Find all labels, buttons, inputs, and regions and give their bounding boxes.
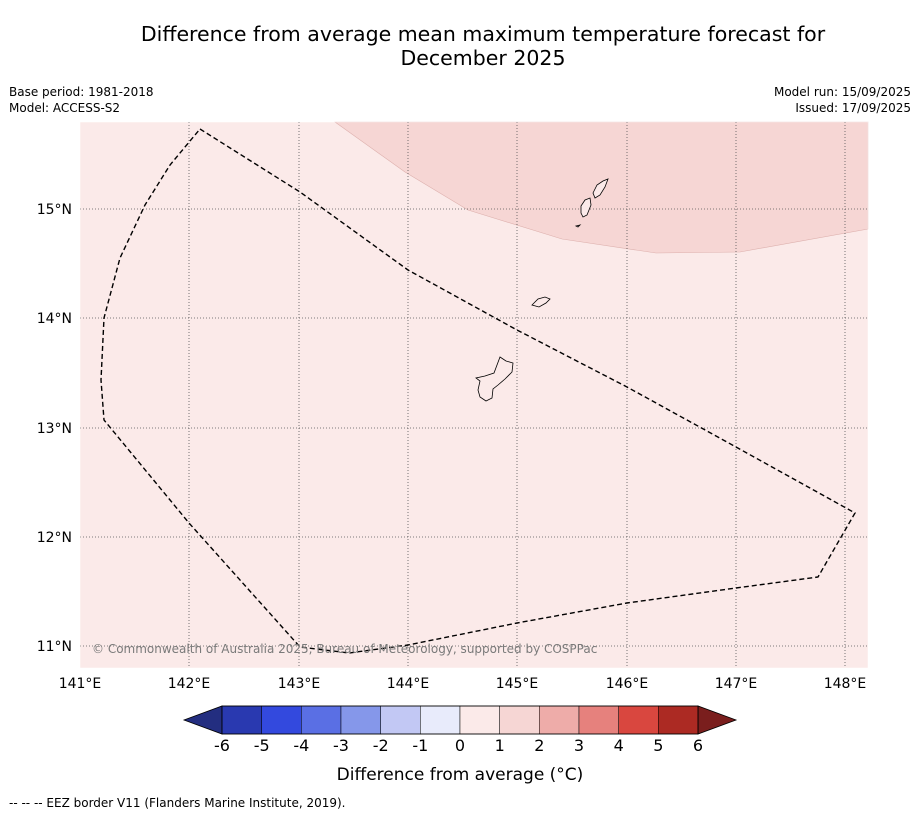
colorbar-bin: [261, 705, 302, 735]
colorbar-bin: [658, 705, 699, 735]
colorbar-bin: [221, 705, 262, 735]
lon-tick: 147°E: [715, 676, 758, 692]
lon-tick: 146°E: [606, 676, 649, 692]
model-text: Model: ACCESS-S2: [9, 101, 121, 115]
aguijan-island: [574, 224, 582, 228]
eez-footnote: -- -- -- EEZ border V11 (Flanders Marine…: [9, 796, 346, 810]
issued-text: Issued: 17/09/2025: [795, 101, 911, 115]
map-panel: © Commonwealth of Australia 2025, Bureau…: [79, 121, 869, 669]
latitude-ticks: 15°N 14°N 13°N 12°N 11°N: [37, 202, 72, 655]
lon-tick: 144°E: [387, 676, 430, 692]
island-outlines: [475, 178, 609, 402]
colorbar-bin: [340, 705, 381, 735]
colorbar-tick: -6: [214, 736, 230, 755]
colorbar-frame: [221, 705, 699, 735]
map-frame: [79, 121, 869, 669]
lon-tick: 148°E: [824, 676, 867, 692]
metadata-right: Model run: 15/09/2025 Issued: 17/09/2025: [774, 84, 911, 116]
colorbar-tick: 4: [614, 736, 624, 755]
colorbar-tick: 5: [653, 736, 663, 755]
lat-tick: 13°N: [37, 421, 72, 437]
lon-tick: 143°E: [278, 676, 321, 692]
colorbar-under-extension: [182, 705, 223, 735]
lat-tick: 15°N: [37, 202, 72, 218]
colorbar-ticks: -6 -5 -4 -3 -2 -1 0 1 2 3 4 5 6: [214, 736, 703, 755]
colorbar-bins: [221, 705, 699, 735]
colorbar-over-extension: [697, 705, 738, 735]
copyright-text: © Commonwealth of Australia 2025, Bureau…: [92, 642, 597, 656]
colorbar-bin: [301, 705, 342, 735]
rota-island: [531, 296, 551, 308]
lat-tick: 12°N: [37, 530, 72, 546]
gridlines: [80, 122, 868, 668]
map-title-line1: Difference from average mean maximum tem…: [140, 22, 826, 46]
map-title-line2: December 2025: [400, 46, 566, 70]
lon-tick: 142°E: [168, 676, 211, 692]
colorbar-tick: 3: [574, 736, 584, 755]
lat-tick: 11°N: [37, 639, 72, 655]
metadata-left: Base period: 1981-2018 Model: ACCESS-S2: [9, 84, 154, 116]
saipan-island: [592, 178, 609, 199]
colorbar-tick: 2: [534, 736, 544, 755]
colorbar-tick: 6: [693, 736, 703, 755]
lon-tick: 141°E: [59, 676, 102, 692]
colorbar-label: Difference from average (°C): [337, 765, 584, 785]
colorbar-tick: -4: [293, 736, 309, 755]
base-period-text: Base period: 1981-2018: [9, 85, 154, 99]
colorbar-tick: -3: [333, 736, 349, 755]
colorbar: -6 -5 -4 -3 -2 -1 0 1 2 3 4 5 6 Differen…: [182, 705, 738, 785]
colorbar-bin: [499, 705, 540, 735]
longitude-ticks: 141°E 142°E 143°E 144°E 145°E 146°E 147°…: [59, 676, 867, 692]
lon-tick: 145°E: [496, 676, 539, 692]
eez-border-line: [100, 128, 856, 654]
guam-island: [475, 356, 514, 402]
colorbar-tick: 0: [455, 736, 465, 755]
colorbar-bin: [618, 705, 659, 735]
tinian-island: [580, 197, 592, 218]
colorbar-bin: [578, 705, 619, 735]
colorbar-bin: [459, 705, 500, 735]
model-run-text: Model run: 15/09/2025: [773, 85, 911, 99]
colorbar-bin: [420, 705, 461, 735]
colorbar-bin: [539, 705, 580, 735]
colorbar-tick: 1: [495, 736, 505, 755]
colorbar-tick: -5: [254, 736, 270, 755]
lat-tick: 14°N: [37, 311, 72, 327]
colorbar-tick: -2: [373, 736, 389, 755]
colorbar-tick: -1: [412, 736, 428, 755]
colorbar-bin: [380, 705, 421, 735]
